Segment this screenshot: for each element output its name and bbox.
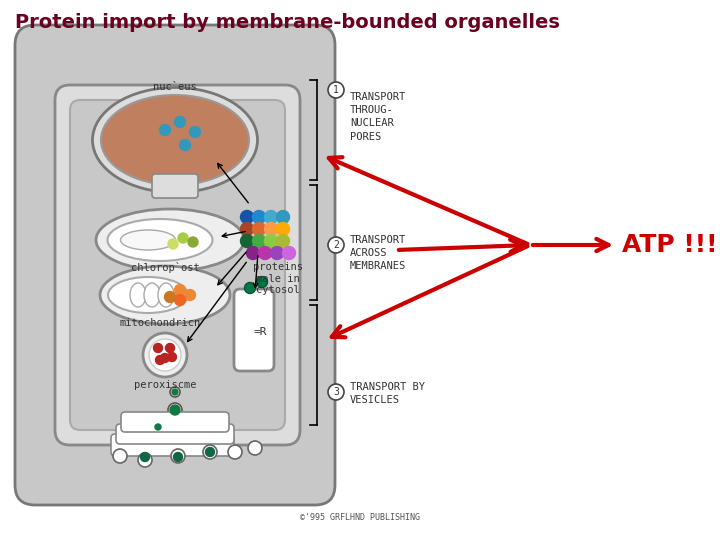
Ellipse shape: [130, 283, 146, 307]
Circle shape: [168, 239, 178, 249]
Text: nuc`eus: nuc`eus: [153, 82, 197, 92]
Text: 3: 3: [333, 387, 339, 397]
Circle shape: [153, 343, 163, 353]
Circle shape: [168, 353, 176, 361]
FancyBboxPatch shape: [152, 174, 198, 198]
Text: chlorop`ost: chlorop`ost: [130, 262, 199, 273]
Circle shape: [174, 294, 186, 306]
Circle shape: [189, 126, 200, 138]
Ellipse shape: [144, 283, 160, 307]
Text: mitochondricn: mitochondricn: [120, 318, 201, 328]
Circle shape: [240, 234, 253, 247]
FancyBboxPatch shape: [121, 412, 229, 432]
Ellipse shape: [107, 219, 212, 261]
Circle shape: [155, 424, 161, 430]
Text: peroxiscme: peroxiscme: [134, 380, 197, 390]
Circle shape: [156, 355, 164, 364]
Text: 1: 1: [333, 85, 339, 95]
Ellipse shape: [120, 230, 176, 250]
Circle shape: [153, 422, 163, 432]
Text: Protein import by membrane-bounded organelles: Protein import by membrane-bounded organ…: [15, 13, 560, 32]
Circle shape: [184, 289, 196, 300]
Circle shape: [328, 237, 344, 253]
Circle shape: [246, 246, 259, 260]
Circle shape: [178, 233, 188, 243]
FancyBboxPatch shape: [55, 85, 300, 445]
Circle shape: [264, 211, 277, 224]
Circle shape: [174, 117, 186, 127]
Circle shape: [174, 285, 186, 295]
Circle shape: [264, 234, 277, 247]
Circle shape: [264, 222, 277, 235]
Circle shape: [170, 405, 180, 415]
Ellipse shape: [101, 95, 249, 185]
Ellipse shape: [158, 283, 174, 307]
Circle shape: [276, 222, 289, 235]
Circle shape: [161, 354, 169, 362]
Circle shape: [253, 211, 266, 224]
FancyBboxPatch shape: [15, 25, 335, 505]
Ellipse shape: [100, 266, 230, 324]
FancyBboxPatch shape: [111, 434, 234, 456]
Circle shape: [140, 453, 150, 462]
Circle shape: [174, 453, 182, 462]
Circle shape: [138, 453, 152, 467]
Circle shape: [203, 445, 217, 459]
Circle shape: [172, 389, 178, 395]
Circle shape: [271, 246, 284, 260]
Circle shape: [276, 234, 289, 247]
Text: TRANSPORT BY
VESICLES: TRANSPORT BY VESICLES: [350, 382, 425, 405]
Text: =R: =R: [253, 327, 266, 337]
Text: 2: 2: [333, 240, 339, 250]
Text: TRANSPORT
ACROSS
MEMBRANES: TRANSPORT ACROSS MEMBRANES: [350, 235, 406, 272]
Text: ©'995 GRFLHND PUBLISHING: ©'995 GRFLHND PUBLISHING: [300, 513, 420, 522]
Circle shape: [160, 125, 171, 136]
Circle shape: [240, 211, 253, 224]
FancyBboxPatch shape: [116, 424, 234, 444]
Circle shape: [149, 339, 181, 371]
Text: ATP !!!: ATP !!!: [622, 233, 718, 257]
Circle shape: [245, 282, 256, 294]
Circle shape: [205, 448, 215, 456]
FancyBboxPatch shape: [70, 100, 285, 430]
Text: TRANSPORT
THROUG-
NUCLEAR
PORES: TRANSPORT THROUG- NUCLEAR PORES: [350, 92, 406, 141]
Ellipse shape: [96, 209, 244, 271]
Circle shape: [164, 292, 176, 302]
Circle shape: [228, 445, 242, 459]
Circle shape: [248, 441, 262, 455]
Circle shape: [276, 211, 289, 224]
Circle shape: [188, 237, 198, 247]
Circle shape: [328, 384, 344, 400]
Text: proteins
male in
cytosol: proteins male in cytosol: [253, 262, 303, 295]
Circle shape: [171, 449, 185, 463]
FancyBboxPatch shape: [234, 289, 274, 371]
Circle shape: [328, 82, 344, 98]
Circle shape: [179, 139, 191, 151]
Circle shape: [166, 343, 174, 353]
Circle shape: [282, 246, 295, 260]
Circle shape: [143, 333, 187, 377]
Circle shape: [170, 387, 180, 397]
Circle shape: [240, 222, 253, 235]
Circle shape: [256, 276, 268, 287]
Circle shape: [258, 246, 271, 260]
Circle shape: [253, 222, 266, 235]
Ellipse shape: [92, 87, 258, 192]
Ellipse shape: [108, 277, 188, 313]
Circle shape: [253, 234, 266, 247]
Circle shape: [113, 449, 127, 463]
Circle shape: [168, 403, 182, 417]
